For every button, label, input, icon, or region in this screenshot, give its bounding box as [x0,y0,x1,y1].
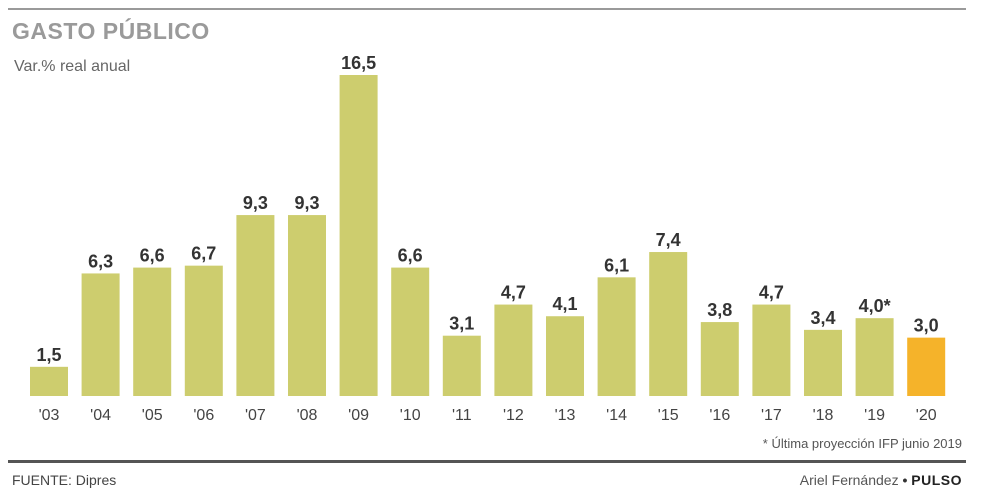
value-label-1: 6,3 [88,251,113,271]
value-label-8: 3,1 [449,314,474,334]
bar-6 [339,75,378,396]
footnote: * Última proyección IFP junio 2019 [762,436,962,451]
value-label-2: 6,6 [140,246,165,266]
x-tick-label-15: '18 [813,407,834,424]
x-tick-label-3: '06 [193,407,214,424]
value-label-10: 4,1 [552,294,577,314]
x-tick-label-16: '19 [864,407,885,424]
value-label-15: 3,4 [810,308,835,328]
bar-7 [391,267,430,396]
chart-subtitle: Var.% real anual [14,58,131,75]
value-label-4: 9,3 [243,193,268,213]
value-label-17: 3,0 [914,316,939,336]
x-tick-label-12: '15 [658,407,679,424]
x-tick-label-0: '03 [39,407,60,424]
bar-5 [288,215,326,396]
x-tick-label-4: '07 [245,407,266,424]
chart-title: GASTO PÚBLICO [12,18,210,44]
bar-14 [752,304,791,396]
x-tick-label-10: '13 [555,407,576,424]
x-tick-label-13: '16 [709,407,730,424]
bar-17 [907,337,946,396]
bar-3 [184,265,223,396]
value-label-16: 4,0* [859,296,891,316]
x-tick-label-1: '04 [90,407,111,424]
value-label-9: 4,7 [501,283,526,303]
value-label-14: 4,7 [759,283,784,303]
value-label-3: 6,7 [191,244,216,264]
top-rule [8,8,966,10]
bar-12 [649,252,688,396]
bar-1 [81,273,120,396]
x-tick-label-5: '08 [297,407,318,424]
value-label-12: 7,4 [656,230,681,250]
bar-4 [236,215,275,396]
x-tick-label-9: '12 [503,407,524,424]
bar-11 [597,277,636,396]
value-label-5: 9,3 [294,193,319,213]
bar-13 [700,322,739,396]
credit-brand: PULSO [911,472,962,488]
credit: Ariel Fernández • PULSO [800,472,962,488]
x-tick-label-8: '11 [452,407,472,424]
x-tick-label-2: '05 [142,407,163,424]
value-label-13: 3,8 [707,300,732,320]
bar-0 [30,366,68,396]
x-tick-label-17: '20 [916,407,937,424]
credit-bullet: • [902,472,908,488]
bar-10 [546,316,584,396]
bar-16 [855,318,894,396]
value-label-11: 6,1 [604,255,629,275]
value-label-6: 16,5 [341,53,376,73]
x-tick-label-14: '17 [761,407,782,424]
source-note: FUENTE: Dipres [12,472,117,488]
value-label-0: 1,5 [36,345,61,365]
bottom-rule [8,460,966,463]
x-tick-label-11: '14 [606,407,627,424]
x-tick-label-6: '09 [348,407,369,424]
x-tick-label-7: '10 [400,407,421,424]
bar-9 [494,304,533,396]
bar-2 [133,267,172,396]
credit-author: Ariel Fernández [799,472,899,488]
value-label-7: 6,6 [398,246,423,266]
bar-8 [442,335,481,396]
bar-15 [804,329,842,396]
